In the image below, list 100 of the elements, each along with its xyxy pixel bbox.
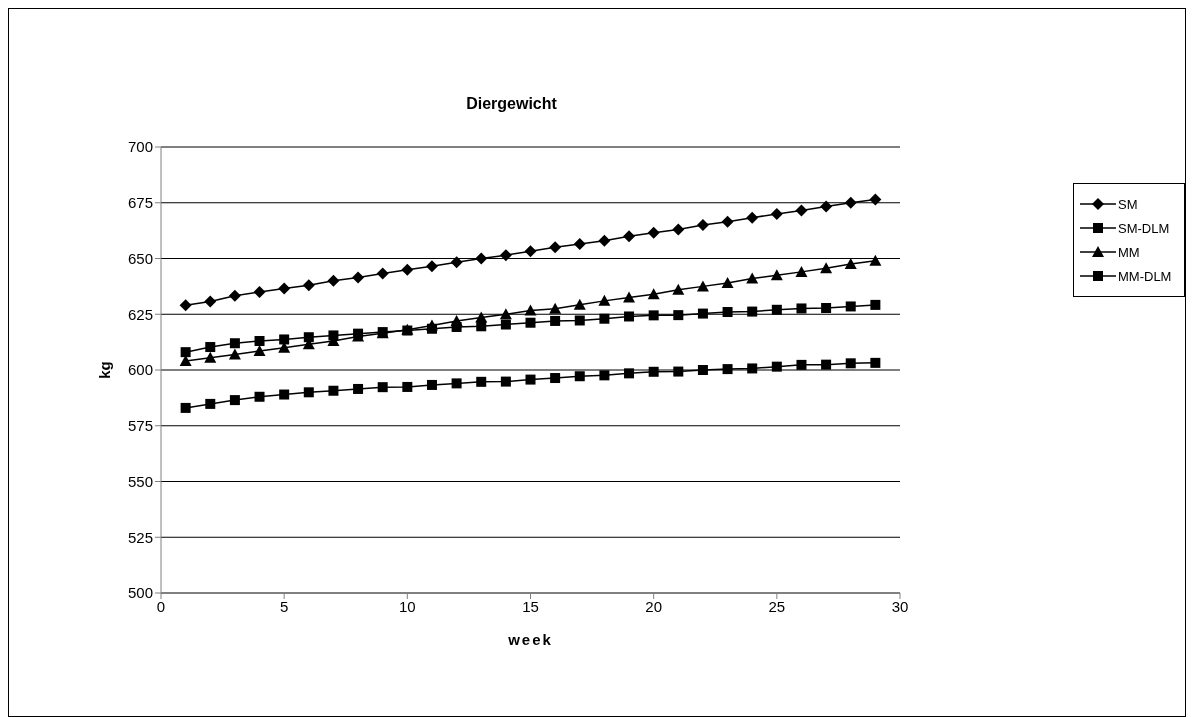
point: [426, 379, 437, 390]
point: [648, 366, 659, 377]
point: [771, 304, 782, 315]
point: [524, 304, 537, 316]
y-tick-label: 575: [127, 417, 153, 435]
point: [796, 359, 807, 370]
y-tick-label: 650: [127, 249, 153, 267]
point: [204, 351, 217, 363]
point: [450, 314, 463, 326]
legend-label: SM-DLM: [1118, 220, 1170, 236]
point: [573, 238, 586, 251]
point: [623, 230, 636, 243]
point: [550, 373, 561, 384]
point: [721, 215, 734, 228]
point: [549, 241, 562, 254]
point: [327, 274, 340, 287]
legend-label: MM: [1118, 244, 1140, 260]
x-tick-label: 10: [398, 597, 416, 615]
point: [180, 347, 191, 358]
point: [721, 277, 734, 289]
point: [279, 334, 290, 345]
point: [696, 280, 709, 292]
point: [870, 299, 881, 310]
x-tick-label: 5: [279, 597, 289, 615]
point: [253, 345, 266, 357]
point: [673, 310, 684, 321]
point: [722, 307, 733, 318]
point: [722, 364, 733, 375]
y-axis-title: kg: [96, 361, 114, 379]
point: [179, 299, 192, 312]
point: [525, 317, 536, 328]
x-tick-label: 30: [891, 597, 909, 615]
point: [229, 395, 240, 406]
point: [425, 260, 438, 273]
point: [623, 291, 636, 303]
point: [870, 357, 881, 368]
point: [796, 303, 807, 314]
point: [253, 285, 266, 298]
x-tick-label: 25: [768, 597, 786, 615]
point: [254, 391, 265, 402]
point: [302, 279, 315, 292]
y-tick-label: 600: [127, 361, 153, 379]
point: [228, 289, 241, 302]
y-tick-label: 675: [127, 194, 153, 212]
point: [574, 371, 585, 382]
point: [303, 332, 314, 343]
point: [697, 365, 708, 375]
point: [770, 207, 783, 220]
legend-label: MM-DLM: [1118, 268, 1172, 284]
point: [648, 310, 659, 321]
point: [844, 258, 857, 270]
point: [820, 262, 833, 274]
chart-title: Diergewicht: [465, 95, 558, 113]
point: [500, 376, 511, 387]
point: [376, 267, 389, 280]
legend-label: SM: [1118, 196, 1138, 212]
point: [450, 256, 463, 269]
point: [869, 193, 882, 206]
point: [279, 389, 290, 400]
point: [402, 381, 413, 392]
point: [550, 315, 561, 326]
point: [524, 245, 537, 258]
point: [451, 378, 462, 389]
point: [672, 283, 685, 295]
point: [574, 315, 585, 326]
point: [401, 263, 414, 276]
point: [499, 308, 512, 320]
point: [771, 361, 782, 372]
point: [228, 348, 241, 360]
point: [352, 271, 365, 284]
point: [747, 306, 758, 317]
point: [845, 301, 856, 312]
point: [624, 368, 635, 379]
point: [598, 234, 611, 247]
x-tick-label: 15: [522, 597, 539, 615]
point: [647, 288, 660, 300]
point: [204, 295, 217, 308]
point: [353, 383, 364, 394]
point: [475, 252, 488, 265]
point: [746, 211, 759, 224]
point: [205, 398, 216, 409]
y-tick-label: 500: [127, 584, 153, 602]
point: [500, 319, 511, 330]
y-tick-label: 700: [127, 138, 153, 156]
y-tick-label: 550: [127, 472, 153, 490]
point: [844, 196, 857, 209]
point: [254, 336, 265, 347]
point: [205, 342, 216, 353]
point: [599, 313, 610, 324]
point: [869, 254, 882, 266]
x-tick-label: 0: [156, 597, 166, 615]
point: [770, 269, 783, 281]
point: [476, 376, 487, 387]
point: [647, 226, 660, 239]
point: [821, 359, 832, 370]
point: [820, 200, 833, 213]
x-axis-title: week: [507, 631, 553, 648]
point: [845, 358, 856, 369]
point: [425, 319, 438, 331]
y-tick-label: 525: [127, 528, 153, 546]
